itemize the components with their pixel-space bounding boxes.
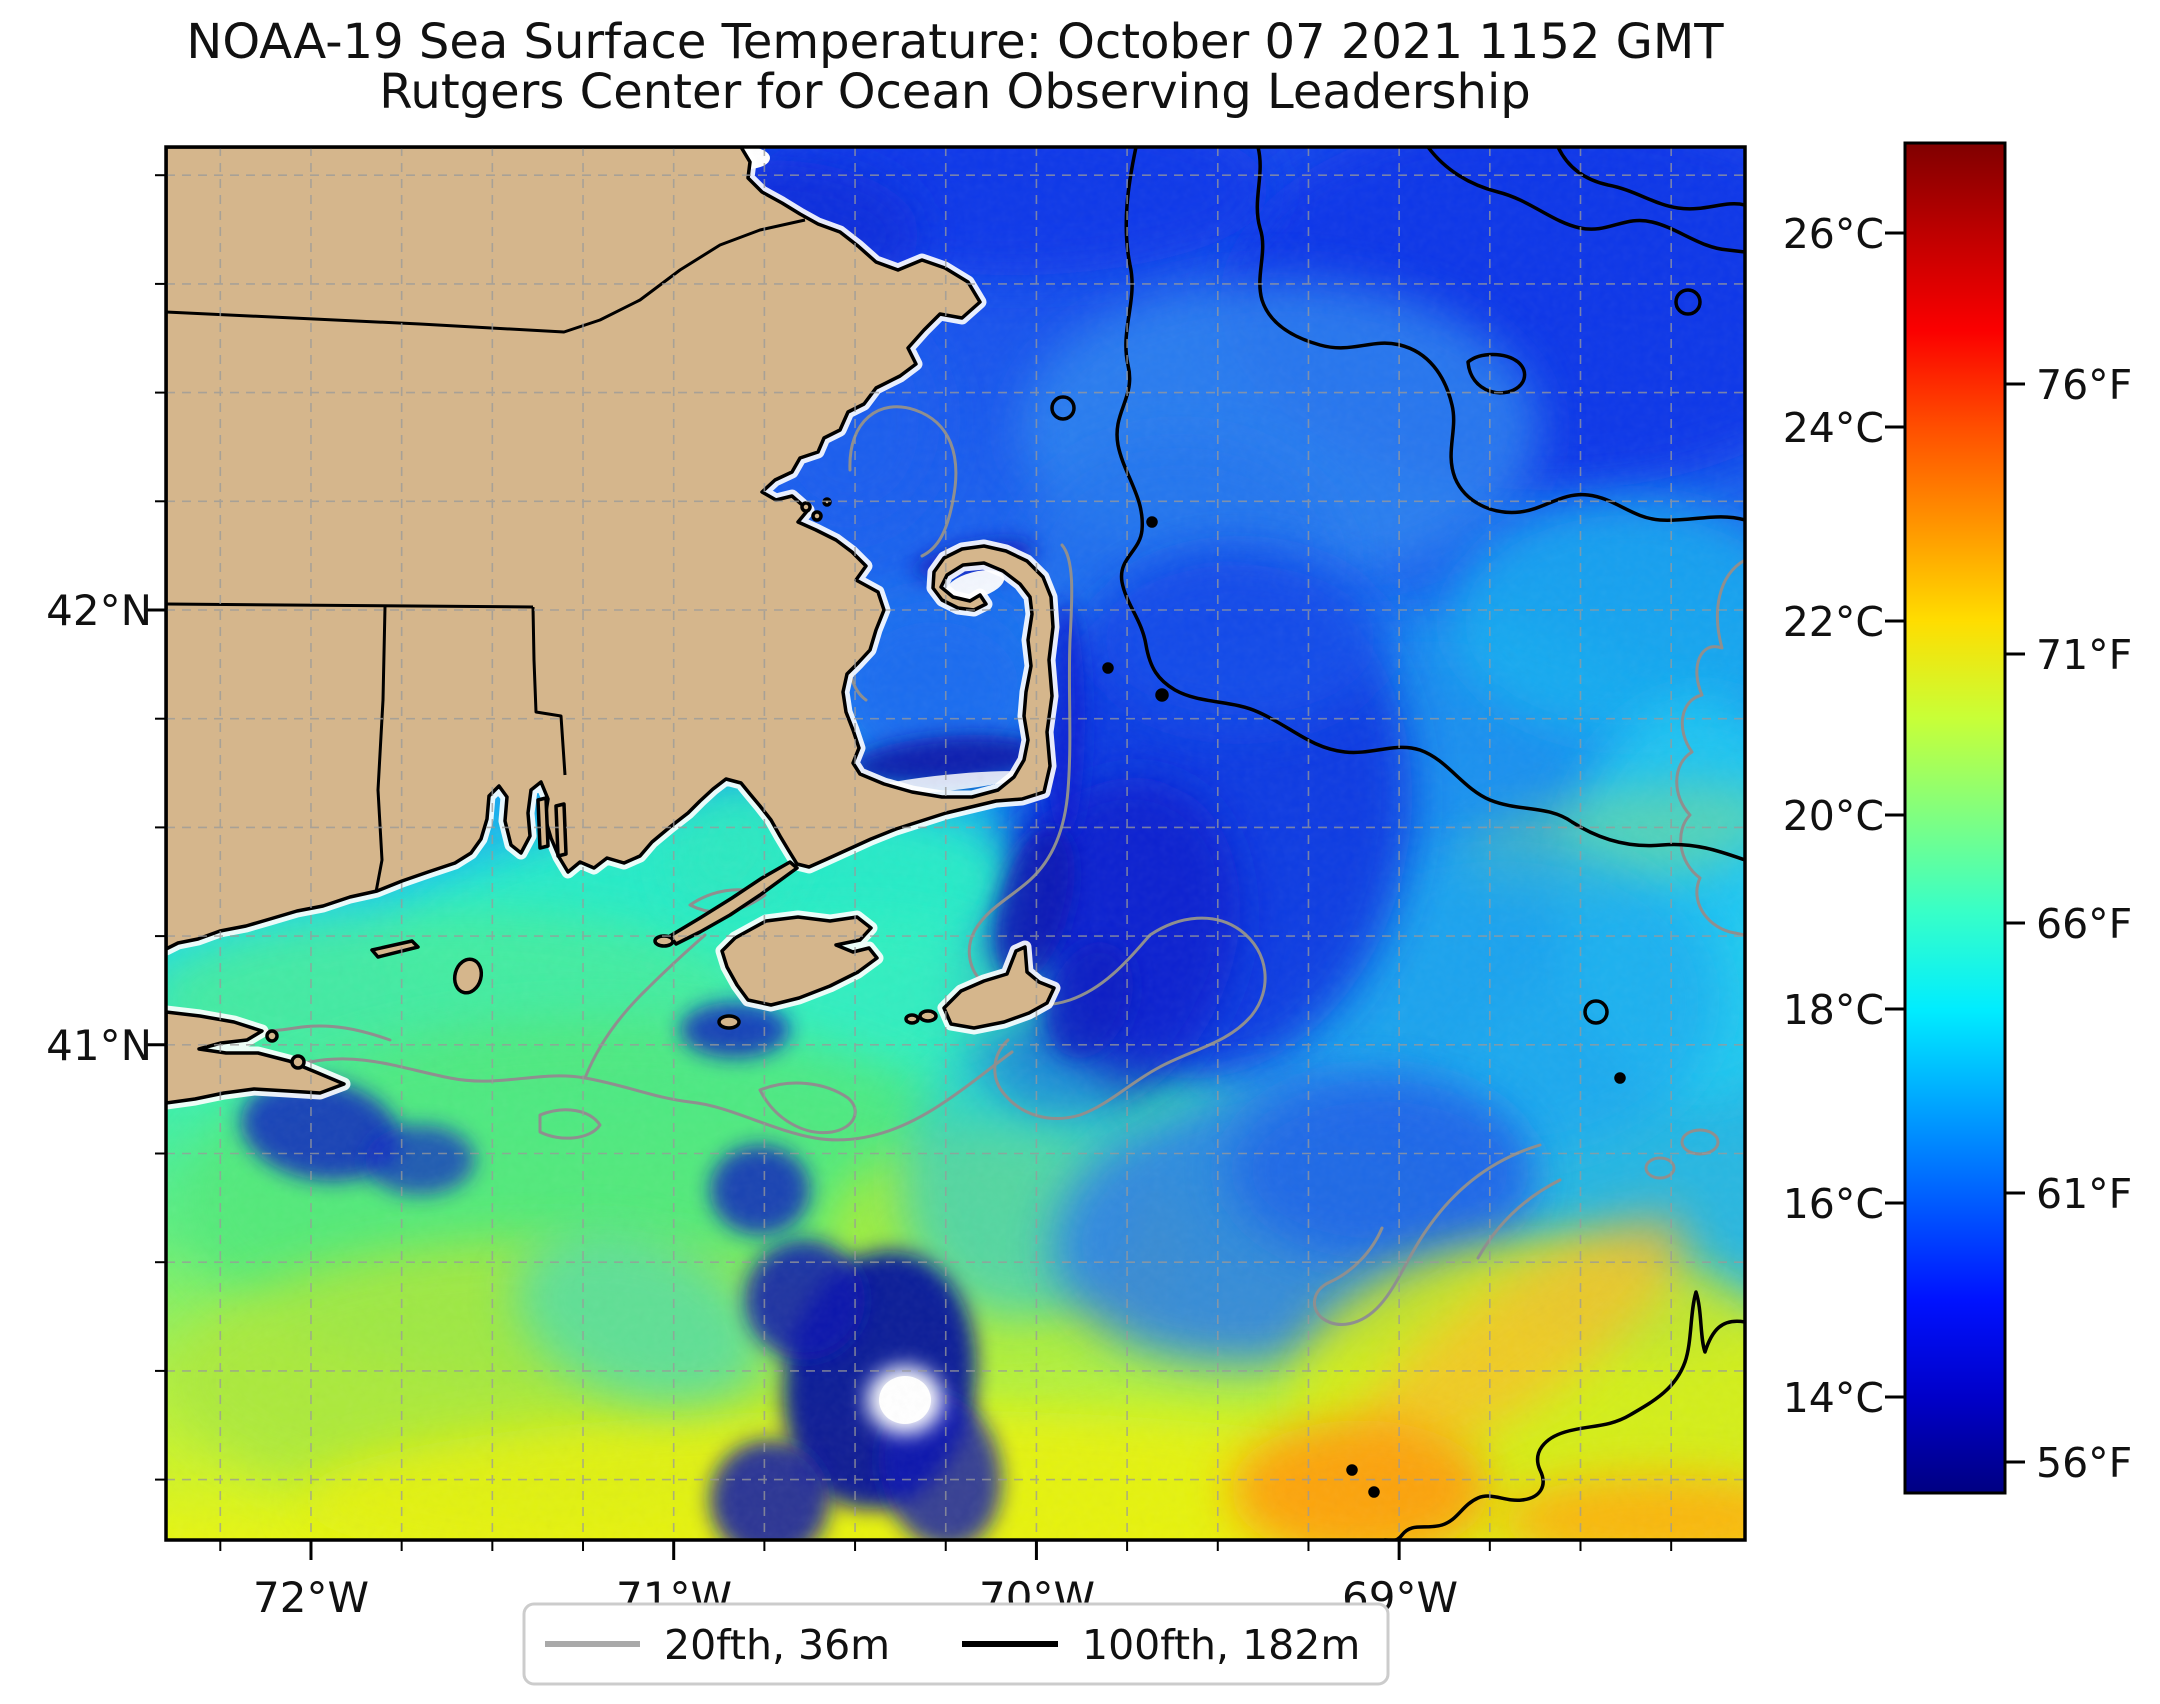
cbar-c-label: 26°C (1783, 210, 1884, 258)
bathymetry-contours-100fth (1050, 147, 1745, 1540)
no-mans-land-island (717, 1014, 741, 1030)
legend-label-100fth: 100fth, 182m (1082, 1621, 1360, 1669)
y-axis-labels: 42°N 41°N (46, 586, 152, 1070)
legend-box (522, 1602, 1390, 1686)
elizabeth-islands (668, 860, 799, 946)
cbar-c-label: 22°C (1783, 598, 1884, 646)
conanicut-island (554, 802, 568, 858)
nantucket-island (942, 945, 1056, 1030)
muskeget-island (904, 1013, 920, 1025)
cbar-f-label: 61°F (2036, 1170, 2132, 1218)
cbar-c-label: 14°C (1783, 1374, 1884, 1422)
long-island-east-end (166, 1010, 346, 1105)
y-tick-label: 42°N (46, 586, 152, 635)
plum-island (265, 1029, 279, 1043)
boston-harbor-island (811, 510, 823, 522)
map-area (166, 147, 1745, 1540)
cuttyhunk-island (653, 934, 675, 948)
tuckernuck-island (918, 1009, 938, 1023)
legend-label-20fth: 20fth, 36m (664, 1621, 890, 1669)
cbar-c-label: 18°C (1783, 986, 1884, 1034)
block-island (452, 957, 484, 995)
state-borders (166, 218, 806, 893)
axis-ticks (146, 174, 1673, 1560)
contour-legend: 20fth, 36m 100fth, 182m (522, 1602, 1390, 1686)
boston-harbor-island (800, 501, 812, 513)
marthas-vineyard-island (720, 915, 879, 1007)
colorbar-gradient (1903, 141, 2007, 1495)
colorbar-fahrenheit-labels: 76°F 71°F 66°F 61°F 56°F (2036, 361, 2132, 1487)
cbar-f-label: 66°F (2036, 900, 2132, 948)
cbar-f-label: 76°F (2036, 361, 2132, 409)
y-tick-label: 41°N (46, 1021, 152, 1070)
x-tick-label: 72°W (253, 1573, 369, 1622)
cbar-c-label: 24°C (1783, 404, 1884, 452)
cbar-c-label: 20°C (1783, 792, 1884, 840)
cbar-f-label: 71°F (2036, 631, 2132, 679)
figure-subtitle: Rutgers Center for Ocean Observing Leade… (379, 64, 1531, 120)
map-border (164, 145, 1747, 1542)
land-polygons (166, 147, 1056, 1105)
fishers-island (370, 939, 420, 959)
colorbar: 26°C 24°C 22°C 20°C 18°C 16°C 14°C 76°F … (1783, 141, 2132, 1495)
graticule-gridlines (166, 147, 1745, 1540)
cbar-c-label: 16°C (1783, 1180, 1884, 1228)
gardiners-island (290, 1054, 306, 1070)
colorbar-celsius-labels: 26°C 24°C 22°C 20°C 18°C 16°C 14°C (1783, 210, 1884, 1422)
figure-title: NOAA-19 Sea Surface Temperature: October… (186, 14, 1724, 70)
cbar-f-label: 56°F (2036, 1439, 2132, 1487)
colorbar-ticks (1885, 231, 2025, 1464)
aquidneck-island (536, 796, 550, 850)
